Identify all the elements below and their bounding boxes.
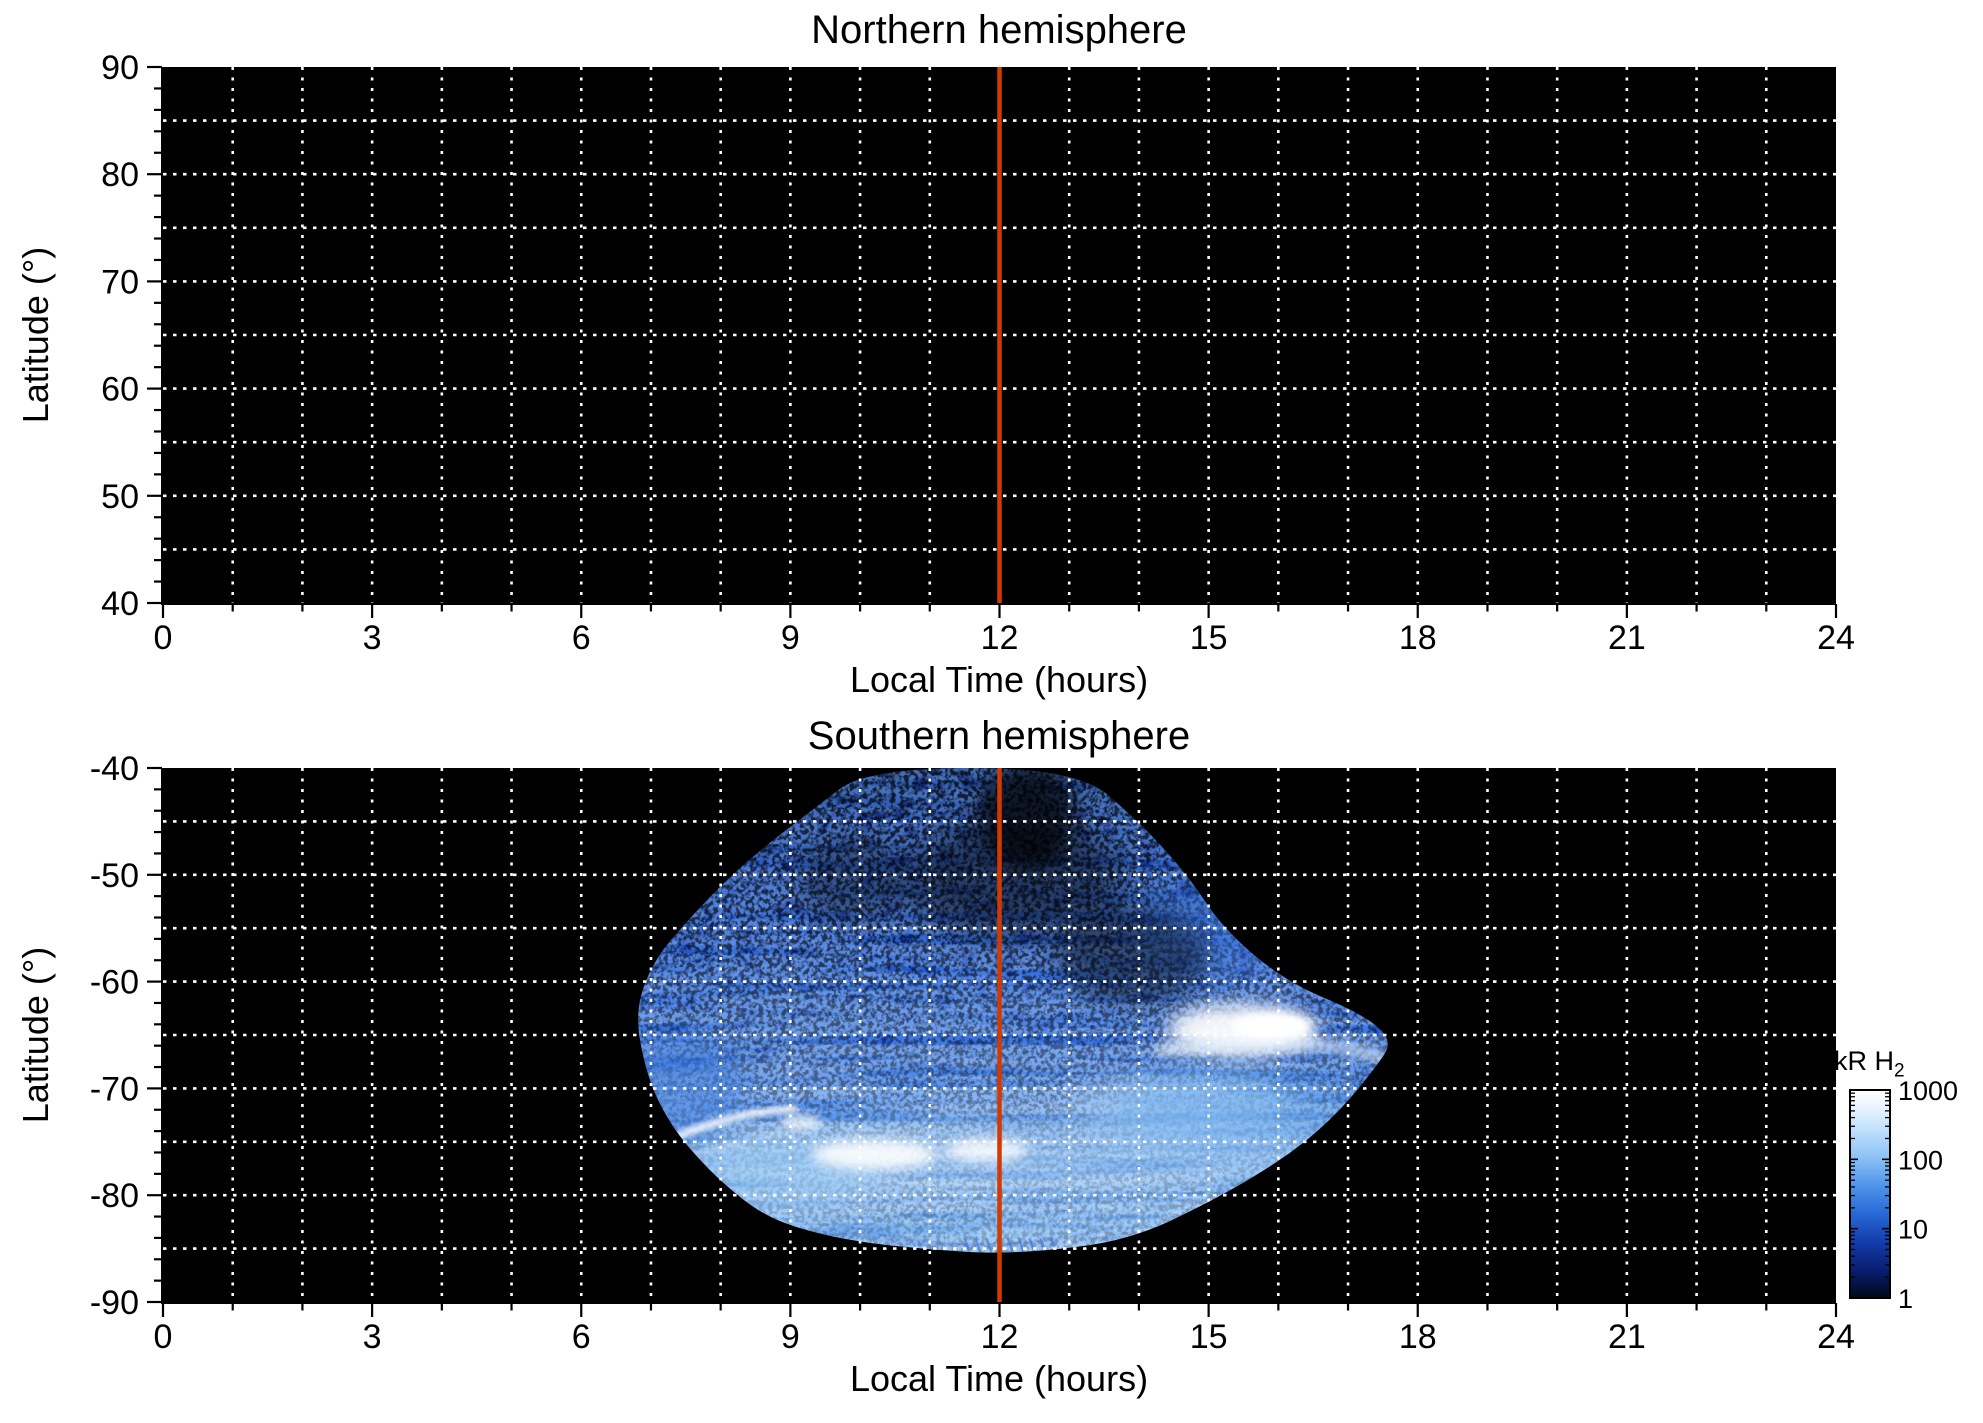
north-yaxis-label: Latitude (°) xyxy=(15,246,56,424)
x-tick-label: 6 xyxy=(572,1318,591,1356)
colorbar-tick-label: 10 xyxy=(1898,1215,1928,1245)
y-tick-label: -70 xyxy=(90,1070,139,1108)
x-tick-label: 9 xyxy=(781,619,800,657)
colorbar-tick-label: 1 xyxy=(1898,1284,1913,1314)
x-tick-label: 18 xyxy=(1399,619,1437,657)
north-axes: 0 3 6 9 12 15 18 21 24 90 80 70 60 50 40 xyxy=(101,49,1855,657)
colorbar-label: kR H2 xyxy=(1834,1046,1905,1082)
postnoon-dark xyxy=(1055,906,1209,1003)
dawn-arc-echo xyxy=(690,1124,824,1159)
x-tick-label: 0 xyxy=(154,1318,173,1356)
y-tick-label: 70 xyxy=(101,263,139,301)
colorbar-label-main: kR H xyxy=(1834,1046,1894,1076)
y-tick-label: -50 xyxy=(90,857,139,895)
south-panel-title: Southern hemisphere xyxy=(807,714,1191,758)
south-axes: 0 3 6 9 12 15 18 21 24 -40 -50 -60 -70 -80 -90 xyxy=(90,750,1855,1356)
south-yaxis-label: Latitude (°) xyxy=(15,946,56,1124)
prenoon-dark xyxy=(797,837,909,923)
y-tick-label: 50 xyxy=(101,478,139,516)
y-tick-label: 40 xyxy=(101,585,139,623)
prenoon-bright-patch xyxy=(811,1139,937,1170)
y-tick-label: 90 xyxy=(101,49,139,87)
x-tick-label: 0 xyxy=(154,619,173,657)
x-tick-label: 15 xyxy=(1190,1318,1228,1356)
afternoon-edge-streak xyxy=(1154,1039,1388,1062)
north-xaxis-label: Local Time (hours) xyxy=(849,659,1149,700)
afternoon-bright-core xyxy=(1233,1012,1310,1041)
noon-dark-broad xyxy=(901,821,1125,939)
colorbar-tick-label: 1000 xyxy=(1898,1076,1958,1106)
x-tick-label: 9 xyxy=(781,1318,800,1356)
y-tick-label: 80 xyxy=(101,156,139,194)
colorbar-label-sub: 2 xyxy=(1894,1060,1905,1082)
x-tick-label: 24 xyxy=(1817,619,1855,657)
colorbar-tick-label: 100 xyxy=(1898,1145,1943,1175)
x-tick-label: 3 xyxy=(363,619,382,657)
bottom-edge-glow xyxy=(785,1207,1172,1237)
dawn-bright-dot xyxy=(779,1114,822,1129)
x-tick-label: 18 xyxy=(1399,1318,1437,1356)
x-tick-label: 21 xyxy=(1608,619,1646,657)
x-tick-label: 15 xyxy=(1190,619,1228,657)
y-tick-label: -40 xyxy=(90,750,139,788)
y-tick-label: -90 xyxy=(90,1284,139,1322)
noon-bright-patch xyxy=(943,1138,1028,1163)
colorbar: 1000 100 10 1 xyxy=(1849,1076,1958,1314)
south-xaxis-label: Local Time (hours) xyxy=(849,1358,1149,1399)
y-tick-label: 60 xyxy=(101,371,139,409)
x-tick-label: 6 xyxy=(572,619,591,657)
x-tick-label: 3 xyxy=(363,1318,382,1356)
y-tick-label: -60 xyxy=(90,964,139,1002)
x-tick-label: 21 xyxy=(1608,1318,1646,1356)
dawn-bright-arc xyxy=(671,1105,798,1142)
north-panel-title: Northern hemisphere xyxy=(811,8,1187,52)
y-tick-label: -80 xyxy=(90,1177,139,1215)
dusk-mid-wash xyxy=(1111,1072,1349,1158)
x-tick-label: 24 xyxy=(1817,1318,1855,1356)
x-tick-label: 12 xyxy=(981,1318,1019,1356)
x-tick-label: 12 xyxy=(981,619,1019,657)
